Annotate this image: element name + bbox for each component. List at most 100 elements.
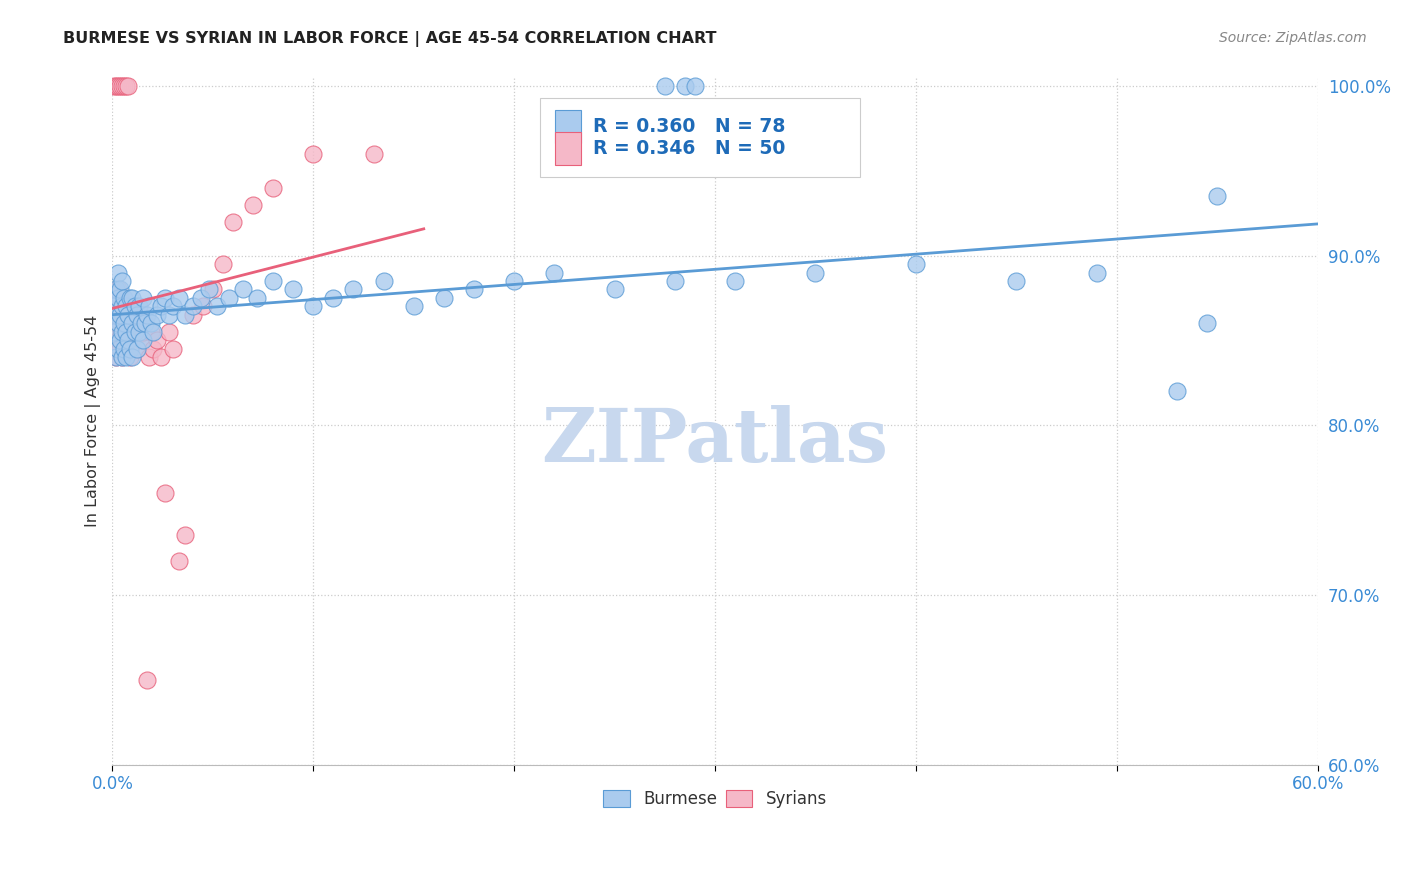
Point: [121, 317, 143, 331]
Point: [114, 317, 136, 331]
Point: [205, 300, 228, 314]
Point: [302, 146, 325, 161]
Point: [110, 291, 132, 305]
Point: [115, 78, 138, 93]
Point: [142, 342, 165, 356]
Point: [232, 283, 254, 297]
Point: [103, 300, 125, 314]
Point: [128, 317, 150, 331]
Point: [373, 274, 395, 288]
Point: [157, 308, 180, 322]
Point: [121, 291, 143, 305]
Point: [173, 528, 195, 542]
Point: [128, 325, 150, 339]
Point: [124, 300, 146, 314]
Point: [120, 291, 142, 305]
Point: [433, 291, 456, 305]
Point: [121, 308, 143, 322]
Point: [115, 325, 138, 339]
Point: [114, 78, 136, 93]
Point: [1166, 384, 1188, 399]
Point: [162, 342, 184, 356]
Point: [111, 325, 134, 339]
Point: [363, 146, 385, 161]
Point: [110, 342, 132, 356]
Point: [114, 291, 136, 305]
Point: [201, 283, 224, 297]
Point: [149, 351, 172, 365]
Point: [402, 300, 425, 314]
Point: [103, 325, 125, 339]
FancyBboxPatch shape: [555, 111, 581, 144]
Point: [114, 308, 136, 322]
Point: [683, 78, 706, 93]
Point: [111, 78, 134, 93]
Point: [153, 486, 176, 500]
Point: [138, 351, 160, 365]
Point: [114, 342, 136, 356]
Point: [167, 554, 190, 568]
Point: [142, 325, 165, 339]
Point: [302, 300, 325, 314]
Point: [1197, 317, 1219, 331]
Point: [105, 291, 128, 305]
Point: [129, 317, 152, 331]
Point: [904, 257, 927, 271]
Point: [543, 266, 565, 280]
Point: [115, 317, 138, 331]
Point: [117, 325, 139, 339]
Point: [125, 308, 148, 322]
Point: [125, 342, 148, 356]
Point: [117, 78, 139, 93]
Point: [191, 300, 214, 314]
Point: [111, 300, 134, 314]
Point: [135, 308, 157, 322]
Point: [145, 308, 167, 322]
Point: [322, 291, 344, 305]
Point: [222, 214, 245, 228]
Point: [673, 78, 696, 93]
Point: [218, 291, 240, 305]
Point: [110, 283, 132, 297]
Point: [103, 325, 125, 339]
Point: [181, 308, 204, 322]
Point: [664, 274, 686, 288]
Text: R = 0.346   N = 50: R = 0.346 N = 50: [593, 139, 786, 158]
Y-axis label: In Labor Force | Age 45-54: In Labor Force | Age 45-54: [86, 315, 101, 527]
Point: [157, 325, 180, 339]
Point: [342, 283, 364, 297]
Point: [105, 351, 128, 365]
Point: [198, 283, 221, 297]
Point: [1206, 189, 1229, 203]
Point: [125, 342, 148, 356]
Point: [115, 300, 138, 314]
Point: [135, 673, 157, 687]
Point: [111, 274, 134, 288]
Point: [105, 78, 128, 93]
Point: [111, 325, 134, 339]
Point: [111, 300, 134, 314]
Point: [105, 308, 128, 322]
Point: [153, 291, 176, 305]
Point: [131, 291, 153, 305]
Point: [134, 317, 156, 331]
Point: [107, 283, 129, 297]
Point: [110, 308, 132, 322]
Point: [110, 334, 132, 348]
Point: [103, 300, 125, 314]
Point: [111, 351, 134, 365]
Point: [129, 334, 152, 348]
Point: [120, 317, 142, 331]
Point: [121, 334, 143, 348]
Point: [262, 180, 284, 194]
Point: [114, 334, 136, 348]
Point: [1005, 274, 1028, 288]
Point: [262, 274, 284, 288]
Point: [121, 351, 143, 365]
FancyBboxPatch shape: [540, 98, 859, 178]
Text: Source: ZipAtlas.com: Source: ZipAtlas.com: [1219, 31, 1367, 45]
Point: [107, 317, 129, 331]
Text: R = 0.360   N = 78: R = 0.360 N = 78: [593, 118, 786, 136]
Point: [134, 317, 156, 331]
Point: [139, 317, 162, 331]
